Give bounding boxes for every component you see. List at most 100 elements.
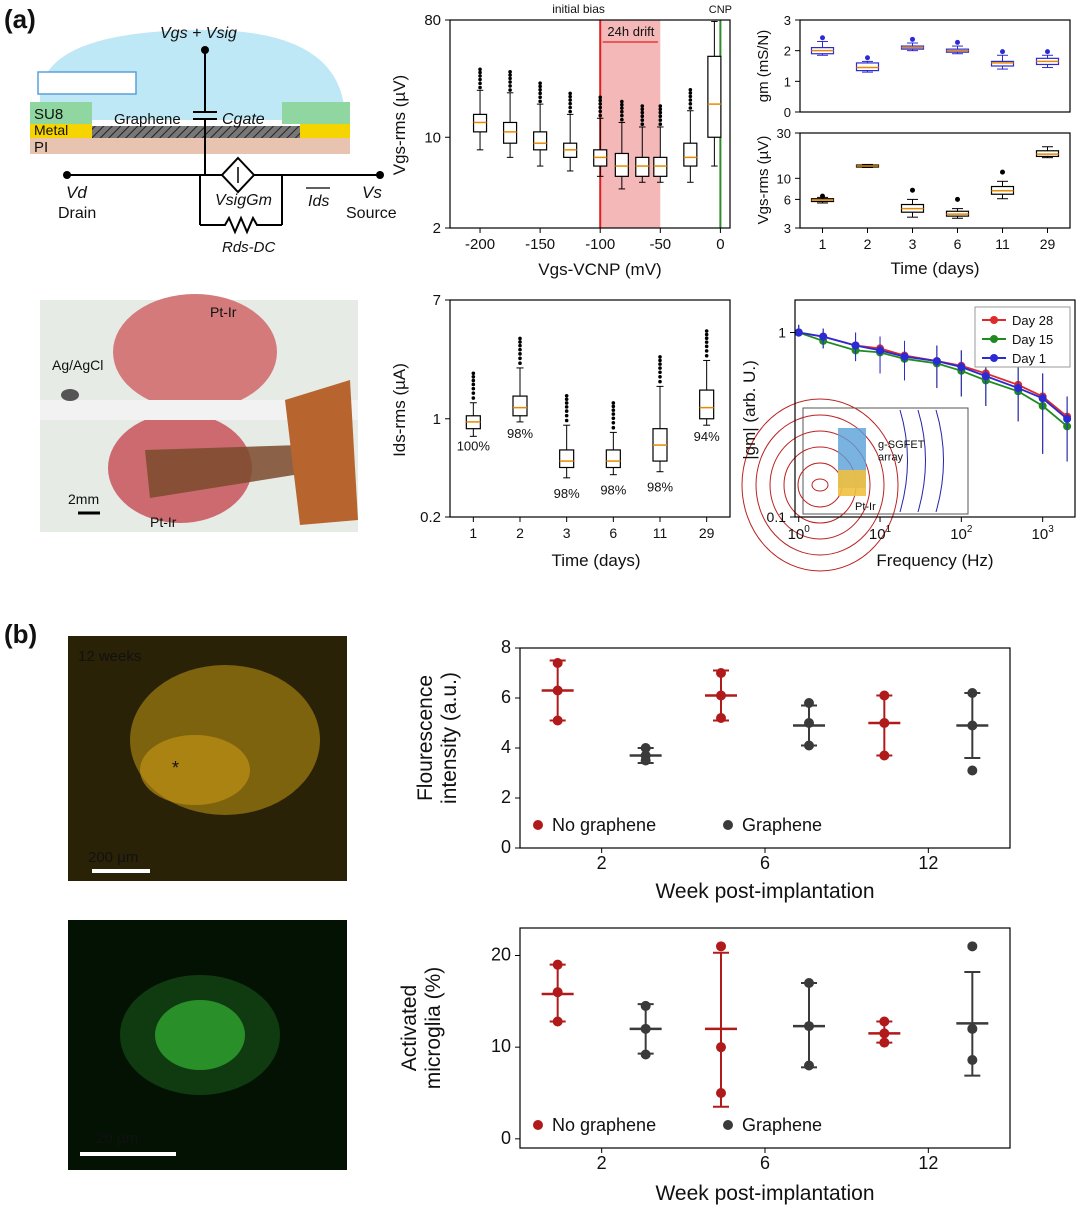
- box-item: [563, 113, 578, 172]
- box-item: [635, 126, 650, 183]
- percent-label: 100%: [457, 439, 491, 454]
- series-point: [957, 363, 966, 372]
- data-point: [716, 690, 726, 701]
- outlier: [564, 418, 569, 423]
- x-tick-label: 3: [909, 236, 917, 252]
- micro1-scale-label: 200 µm: [88, 849, 138, 866]
- metal-right: [300, 124, 350, 138]
- outlier: [640, 114, 645, 119]
- box-body: [990, 60, 1015, 67]
- legend-label: No graphene: [552, 815, 656, 835]
- x-tick-exponent: 0: [804, 524, 810, 535]
- ag-agcl-label: Ag/AgCl: [52, 357, 103, 373]
- vgs-label: Vgs + Vsig: [160, 25, 237, 42]
- outlier: [471, 386, 476, 391]
- box-item: [707, 20, 722, 167]
- outlier: [688, 94, 693, 99]
- drift-label: 24h drift: [607, 24, 654, 39]
- outlier: [508, 73, 512, 77]
- outlier: [598, 98, 603, 103]
- group-graphene: [956, 688, 989, 776]
- box-body: [605, 449, 621, 469]
- group-no-graphene: [541, 959, 574, 1027]
- data-point: [716, 941, 726, 952]
- x-tick-label: 2: [516, 525, 524, 541]
- box-item: [945, 208, 970, 219]
- y-axis-label: |gm| (arb. U.): [740, 360, 759, 460]
- group-no-graphene: [705, 668, 737, 723]
- box-body: [614, 152, 629, 177]
- data-point: [804, 1021, 814, 1032]
- outlier: [620, 99, 624, 104]
- group-no-graphene: [868, 690, 901, 761]
- x-tick-label: 29: [1040, 236, 1056, 252]
- y-tick-label: 4: [501, 737, 511, 757]
- outlier: [658, 114, 663, 119]
- data-point: [879, 750, 890, 761]
- data-point: [879, 1016, 890, 1027]
- x-tick-label: 11: [653, 525, 668, 541]
- series-point: [851, 341, 860, 350]
- data-point: [552, 658, 563, 668]
- outlier: [478, 67, 482, 72]
- su8-left: [30, 102, 92, 124]
- outlier: [704, 349, 709, 353]
- axes-frame: [799, 132, 1071, 229]
- outlier: [658, 358, 662, 363]
- box-item: [465, 402, 481, 437]
- group-no-graphene: [705, 941, 737, 1108]
- outlier: [1000, 169, 1005, 175]
- outlier: [688, 98, 693, 102]
- outlier: [704, 332, 709, 337]
- outlier: [910, 36, 915, 42]
- data-point: [879, 1037, 890, 1048]
- data-point: [804, 740, 814, 751]
- outlier: [820, 35, 825, 41]
- outlier: [640, 122, 645, 127]
- outlier: [518, 336, 522, 341]
- outlier: [538, 87, 542, 92]
- outlier: [611, 421, 616, 425]
- group-no-graphene: [541, 658, 574, 726]
- outlier: [620, 102, 624, 107]
- brain-top: [113, 294, 277, 410]
- data-point: [716, 1088, 726, 1098]
- panel-label-b: (b): [4, 619, 37, 649]
- percent-label: 98%: [647, 480, 673, 495]
- x-tick-label: 2: [597, 1153, 607, 1173]
- x-tick-label: 2: [864, 236, 872, 252]
- y-axis-label: Ids-rms (µA): [390, 363, 409, 457]
- pi-layer: [30, 138, 350, 154]
- y-axis-label: Vgs-rms (µV): [390, 75, 409, 175]
- outlier: [611, 425, 616, 430]
- outlier: [518, 352, 522, 356]
- source-label: Source: [346, 205, 397, 222]
- outlier: [518, 361, 522, 366]
- pt-ir-top-label: Pt-Ir: [210, 304, 237, 320]
- box-item: [683, 110, 698, 183]
- micro1-label: 12 weeks: [78, 648, 141, 665]
- legend-marker: [990, 354, 998, 362]
- outlier: [568, 105, 572, 110]
- outlier: [640, 110, 645, 115]
- y-tick-label: 30: [777, 126, 791, 141]
- label-line: array: [878, 452, 904, 464]
- gate-node: [201, 46, 209, 54]
- x-tick-exponent: 1: [886, 524, 892, 535]
- y-tick-label: 1: [784, 74, 791, 89]
- box-item: [472, 89, 488, 151]
- x-tick-label: 6: [954, 236, 962, 252]
- box-item: [990, 180, 1015, 200]
- y-tick-label: 1: [778, 324, 786, 340]
- drift-region: [600, 20, 661, 228]
- y-tick-label: 3: [784, 13, 791, 28]
- outlier: [658, 118, 663, 122]
- cnp-label: CNP: [709, 4, 732, 16]
- array-heatmap-warm: [838, 470, 866, 496]
- outlier: [598, 109, 603, 114]
- panel-label-a: (a): [4, 4, 36, 34]
- group-graphene: [793, 978, 825, 1071]
- outlier: [508, 84, 512, 88]
- micro2-halo: [120, 975, 280, 1095]
